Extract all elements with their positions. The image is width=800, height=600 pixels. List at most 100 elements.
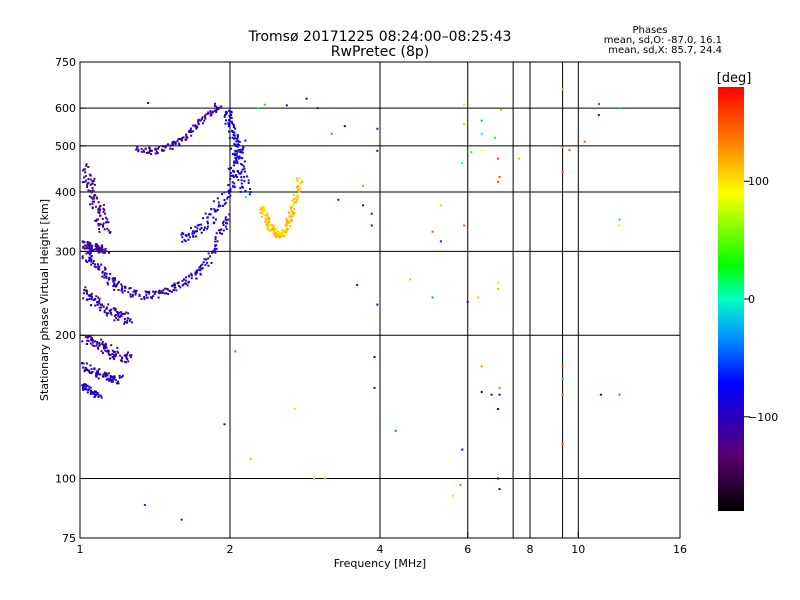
echo-point <box>214 251 217 254</box>
echo-point <box>86 186 89 188</box>
echo-point <box>106 218 109 221</box>
echo-point <box>98 212 101 214</box>
echo-point <box>88 388 91 391</box>
echo-point <box>98 230 101 233</box>
echo-point <box>243 175 246 178</box>
echo-point <box>207 264 210 267</box>
echo-point <box>259 211 262 214</box>
echo-point <box>140 147 143 150</box>
echo-point <box>95 394 98 397</box>
echo-point <box>101 246 104 249</box>
echo-point <box>82 176 85 179</box>
echo-point <box>158 289 161 292</box>
echo-point <box>121 356 123 359</box>
echo-point <box>92 249 95 252</box>
echo-point <box>93 345 96 347</box>
echo-point <box>212 200 215 203</box>
echo-point <box>108 309 111 312</box>
echo-point <box>81 387 84 390</box>
echo-point <box>126 353 129 356</box>
echo-point <box>94 304 97 307</box>
echo-point <box>102 210 105 213</box>
echo-point <box>190 272 193 275</box>
echo-point <box>285 218 288 221</box>
echo-point <box>278 235 281 238</box>
echo-point <box>81 255 84 258</box>
echo-point <box>84 175 87 178</box>
echo-point <box>174 141 177 144</box>
echo-point <box>222 224 225 226</box>
echo-point <box>431 230 434 233</box>
echo-point <box>313 477 316 480</box>
echo-point <box>219 204 222 207</box>
echo-point <box>161 291 164 294</box>
echo-point <box>96 249 99 252</box>
echo-point <box>223 191 226 194</box>
echo-point <box>205 258 207 261</box>
echo-point <box>266 225 269 228</box>
echo-point <box>92 260 95 262</box>
echo-point <box>182 283 185 286</box>
echo-point <box>135 148 138 151</box>
echo-point <box>88 195 91 198</box>
echo-point <box>101 375 104 378</box>
echo-point <box>176 139 179 142</box>
echo-point <box>113 350 116 353</box>
echo-point <box>267 228 270 231</box>
echo-point <box>130 354 133 357</box>
echo-point <box>140 298 143 300</box>
echo-point <box>279 233 282 236</box>
echo-point <box>110 380 113 383</box>
echo-point <box>490 393 493 396</box>
echo-point <box>480 391 483 393</box>
echo-point <box>195 277 198 280</box>
echo-point <box>120 315 123 318</box>
echo-point <box>202 122 204 125</box>
echo-point <box>243 170 246 173</box>
echo-point <box>87 369 90 372</box>
echo-point <box>125 311 128 314</box>
echo-point <box>618 218 621 221</box>
echo-point <box>105 314 108 317</box>
echo-point <box>373 356 376 358</box>
echo-point <box>91 197 94 200</box>
echo-point <box>137 148 140 151</box>
x-tick-label: 2 <box>227 543 234 556</box>
echo-point <box>98 268 101 271</box>
y-axis-label: Stationary phase Virtual Height [km] <box>38 199 51 401</box>
echo-point <box>189 129 192 132</box>
echo-point <box>156 152 159 155</box>
echo-point <box>122 312 125 315</box>
echo-point <box>221 232 223 235</box>
echo-point <box>165 144 168 147</box>
echo-point <box>281 231 284 233</box>
echo-point <box>115 283 118 286</box>
echo-point <box>145 152 148 154</box>
echo-point <box>96 342 99 345</box>
echo-point <box>234 127 237 130</box>
echo-point <box>236 150 239 153</box>
echo-point <box>280 228 283 231</box>
echo-point <box>119 354 122 357</box>
echo-point <box>597 114 600 117</box>
echo-point <box>89 203 92 206</box>
echo-point <box>236 139 239 142</box>
echo-point <box>235 140 238 143</box>
echo-point <box>265 223 268 226</box>
echo-point <box>177 281 180 284</box>
echo-point <box>100 244 103 247</box>
x-tick-label: 16 <box>673 543 687 556</box>
echo-point <box>112 380 114 383</box>
echo-point <box>233 134 236 137</box>
echo-point <box>356 284 359 286</box>
echo-point <box>89 364 92 367</box>
echo-point <box>103 311 106 314</box>
echo-point <box>211 251 213 254</box>
echo-point <box>174 286 177 289</box>
echo-point <box>86 298 89 301</box>
echo-point <box>210 113 213 116</box>
echo-point <box>138 293 141 296</box>
echo-point <box>217 201 220 204</box>
echo-point <box>286 218 289 221</box>
echo-point <box>90 249 93 252</box>
